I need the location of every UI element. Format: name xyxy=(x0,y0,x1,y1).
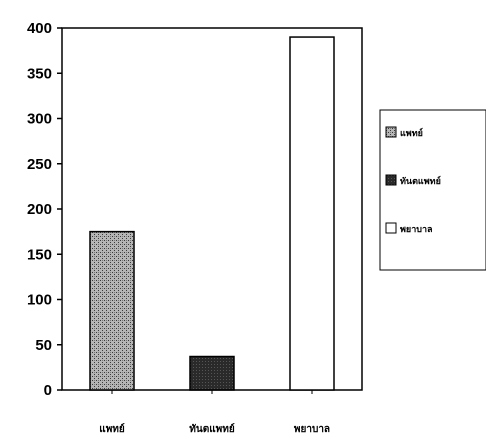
y-tick-label: 350 xyxy=(27,65,52,82)
x-category-label: ทันตแพทย์ xyxy=(189,423,235,435)
y-axis: 0 50 100 150 200 250 300 350 400 xyxy=(27,20,62,399)
x-axis-labels: แพทย์ ทันตแพทย์ พยาบาล xyxy=(99,423,330,435)
legend-swatch xyxy=(385,126,397,138)
y-tick-label: 400 xyxy=(27,20,52,37)
y-tick-label: 200 xyxy=(27,201,52,218)
x-category-label: แพทย์ xyxy=(99,423,125,435)
bars xyxy=(89,36,335,394)
y-tick-label: 250 xyxy=(27,156,52,173)
y-tick-label: 150 xyxy=(27,246,52,263)
legend-swatch xyxy=(385,174,397,186)
bar-1 xyxy=(89,230,135,391)
bar-3 xyxy=(289,36,335,391)
legend-label: พยาบาล xyxy=(400,225,433,235)
y-tick-label: 300 xyxy=(27,111,52,128)
y-tick-label: 0 xyxy=(44,382,52,399)
legend: แพทย์ทันตแพทย์พยาบาล xyxy=(379,109,486,271)
bar-2 xyxy=(189,355,235,391)
y-tick-label: 50 xyxy=(35,337,52,354)
legend-swatch xyxy=(385,222,397,234)
legend-label: แพทย์ xyxy=(400,127,423,139)
y-tick-label: 100 xyxy=(27,292,52,309)
x-category-label: พยาบาล xyxy=(294,424,330,435)
legend-frame xyxy=(379,109,486,271)
legend-label: ทันตแพทย์ xyxy=(400,175,441,187)
